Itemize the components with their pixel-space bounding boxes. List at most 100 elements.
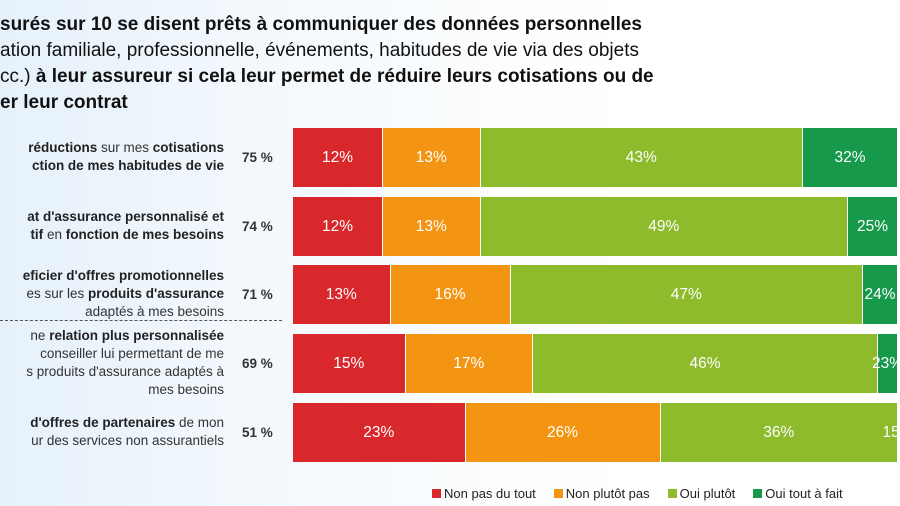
text-line: adaptés à mes besoins [23,303,224,321]
text-segment: cotisations [152,140,224,155]
text-line: at d'assurance personnalisé et [27,208,224,226]
text-line: d'offres de partenaires de mon [30,414,224,432]
data-label: 25% [856,217,889,235]
data-label: 13% [415,217,447,235]
text-segment: produits d'assurance [88,286,224,301]
text-line: réductions sur mes cotisations [28,139,224,157]
data-label: 13% [325,285,357,303]
legend-item: Non plutôt pas [553,486,650,501]
title-segment: er leur contrat [0,92,128,113]
text-line: tif en fonction de mes besoins [27,226,224,244]
row-label: ne relation plus personnalisée conseiller… [26,327,224,399]
legend-swatch [553,489,563,498]
data-label: 43% [625,148,657,166]
row-label: at d'assurance personnalisé et tif en fon… [27,208,224,244]
row-total: 75 % [242,150,273,165]
text-segment: at d'assurance personnalisé et [27,209,224,224]
legend-item: Oui tout à fait [753,486,843,501]
data-label: 32% [834,148,866,166]
title-segment: ation familiale, professionnelle, événem… [0,40,639,61]
legend-swatch [432,489,441,498]
bar-segment-oui-plut-t: 36% [660,403,898,462]
text-line: ne relation plus personnalisée [26,327,224,345]
stacked-bar: 23% 26% 36% 15% [293,403,900,462]
data-label: 47% [670,285,702,303]
text-line: s produits d'assurance adaptés à [26,363,224,381]
data-label: 23% [363,423,395,441]
bar-segment-oui-plut-t: 49% [480,197,848,256]
bar-segment-oui-tout-fait: 15% [882,403,900,462]
row-label: réductions sur mes cotisations ction de m… [28,139,224,175]
data-label: 15% [882,423,900,441]
stacked-bar: 12% 13% 49% 25% [293,197,898,256]
bar-segment-non-plut-t-pas: 13% [383,197,481,256]
data-label: 24% [864,285,896,303]
text-segment: relation plus personnalisée [49,328,224,343]
text-line: mes besoins [26,381,224,399]
row-label: eficier d'offres promotionnelles es sur l… [23,267,224,321]
title-line: surés sur 10 se disent prêts à communiqu… [0,12,654,38]
text-line: es sur les produits d'assurance [23,285,224,303]
legend-swatch [667,489,677,498]
legend-item: Non pas du tout [432,486,536,501]
title-segment: surés sur 10 se disent prêts à communiqu… [0,14,643,35]
legend-label: Non pas du tout [444,486,536,501]
bar-segment-non-pas-du-tout: 12% [293,197,383,256]
bar-segment-non-pas-du-tout: 13% [293,265,391,324]
title-segment: cc.) [0,66,36,87]
text-segment: d'offres de partenaires [30,415,176,430]
chart-title: surés sur 10 se disent prêts à communiqu… [0,12,654,116]
legend-label: Oui plutôt [679,486,736,501]
data-label: 26% [546,423,579,441]
row-total: 74 % [242,219,273,234]
text-segment: adaptés à mes besoins [85,304,224,319]
bar-segment-non-plut-t-pas: 26% [465,403,661,462]
text-segment: ction de mes habitudes de vie [31,158,224,173]
title-line: ation familiale, professionnelle, événem… [0,38,654,64]
bar-segment-oui-tout-fait: 25% [848,197,898,256]
bar-segment-non-plut-t-pas: 17% [405,334,533,393]
bar-segment-non-pas-du-tout: 12% [293,128,383,187]
bar-segment-non-plut-t-pas: 16% [390,265,511,324]
stacked-bar: 13% 16% 47% 24% [293,265,898,324]
data-label: 15% [333,354,365,372]
data-label: 16% [434,285,466,303]
title-line: er leur contrat [0,90,654,116]
bar-segment-oui-tout-fait: 23% [872,334,900,393]
row-total: 69 % [242,356,273,371]
bar-segment-oui-plut-t: 47% [510,265,863,324]
data-label: 17% [453,354,485,372]
text-segment: es sur les [26,286,88,301]
row-total: 51 % [242,425,273,440]
data-label: 13% [415,148,447,166]
title-segment: à leur assureur si cela leur permet de r… [35,66,654,87]
text-segment: ur des services non assurantiels [31,433,224,448]
data-label: 49% [648,217,680,235]
text-line: ur des services non assurantiels [30,432,224,450]
text-segment: en [43,227,66,242]
text-segment: tif [30,227,44,242]
data-label: 12% [321,217,354,235]
text-line: ction de mes habitudes de vie [28,157,224,175]
legend-item: Oui plutôt [667,486,736,501]
bar-segment-oui-tout-fait: 24% [863,265,898,324]
bar-segment-non-pas-du-tout: 23% [293,403,466,462]
bar-segment-non-pas-du-tout: 15% [293,334,406,393]
text-segment: réductions [28,140,98,155]
text-line: eficier d'offres promotionnelles [23,267,224,285]
row-label: d'offres de partenaires de mon ur des ser… [30,414,224,450]
bar-segment-oui-plut-t: 46% [533,334,878,393]
legend-label: Non plutôt pas [565,486,650,501]
data-label: 36% [763,423,795,441]
data-label: 46% [689,354,721,372]
stacked-bar: 12% 13% 43% 32% [293,128,898,187]
text-segment: mes besoins [148,382,224,397]
text-segment: fonction de mes besoins [65,227,224,242]
text-segment: de mon [175,415,224,430]
legend: Non pas du tout Non plutôt pas Oui plutôt O… [432,486,843,501]
text-segment: eficier d'offres promotionnelles [22,268,224,283]
bar-segment-oui-tout-fait: 32% [803,128,898,187]
bar-segment-non-plut-t-pas: 13% [383,128,481,187]
title-line: cc.) à leur assureur si cela leur permet… [0,64,654,90]
legend-label: Oui tout à fait [765,486,843,501]
